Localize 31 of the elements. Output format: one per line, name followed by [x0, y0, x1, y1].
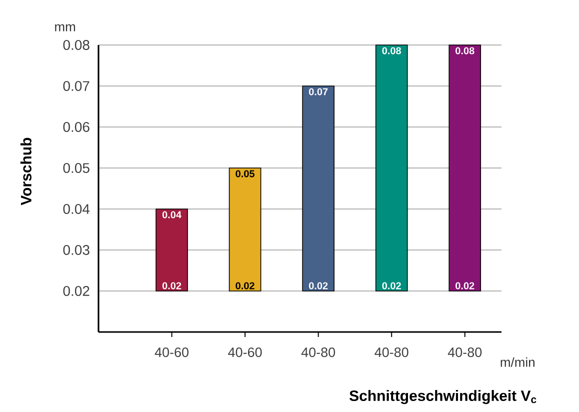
y-tick-label: 0.07 [63, 81, 90, 91]
data-label: 0.04 [162, 211, 182, 218]
annotation: 0.02 [308, 282, 328, 290]
y-axis-title: Vorschub [20, 138, 32, 206]
annotation: 0.02 [236, 282, 254, 290]
x-tick-label: 40-80 [374, 348, 408, 358]
y-tick-label: 0.06 [63, 122, 90, 132]
x-tick-label: 40-80 [448, 348, 482, 358]
data-label: 0.05 [236, 170, 254, 178]
y-tick-label: 0.03 [63, 245, 90, 255]
annotation: 0.02 [162, 282, 182, 290]
x-axis-title: Schnittgeschwindigkeit V$_{c}$ [349, 390, 536, 404]
y-tick-label: 0.05 [63, 163, 90, 173]
y-tick-label: 0.02 [63, 286, 90, 296]
text: mm [55, 24, 76, 32]
x-tick-label: 40-60 [154, 348, 189, 358]
data-label: 0.08 [382, 47, 402, 54]
bar [302, 86, 334, 292]
x-tick-label: 40-60 [228, 348, 262, 358]
bar [448, 44, 482, 292]
data-label: 0.07 [308, 88, 328, 96]
annotation: 0.02 [456, 282, 474, 290]
x-tick-label: 40-80 [301, 348, 336, 358]
text: m/min [500, 357, 534, 367]
y-tick-label: 0.08 [63, 40, 90, 50]
bar [228, 168, 262, 292]
annotation: 0.02 [382, 282, 401, 290]
y-tick-label: 0.04 [63, 204, 90, 214]
bar [156, 208, 188, 292]
bar [375, 44, 408, 292]
data-label: 0.08 [456, 47, 474, 54]
